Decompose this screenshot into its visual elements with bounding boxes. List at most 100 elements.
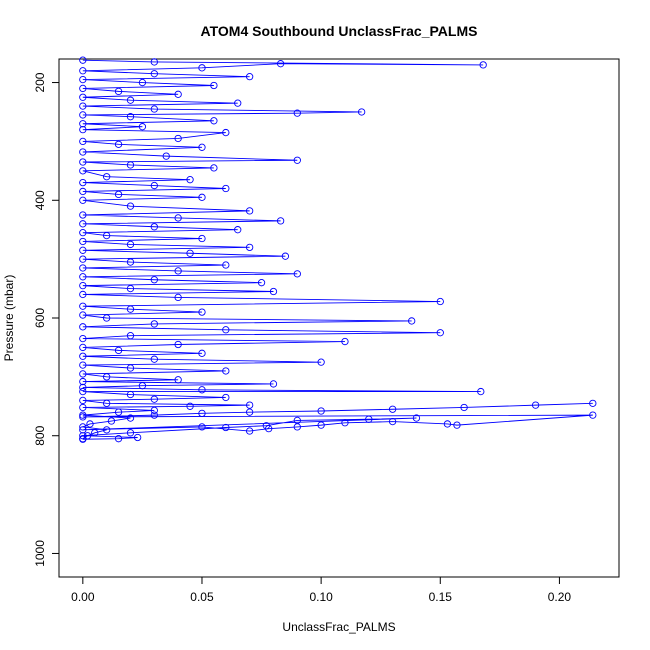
y-tick-label: 400 [33, 190, 47, 210]
data-point [222, 184, 230, 193]
data-point [222, 128, 230, 137]
data-point [388, 405, 397, 413]
data-point [79, 196, 87, 204]
data-point [245, 207, 254, 215]
data-point [198, 349, 206, 357]
data-point [257, 279, 266, 287]
data-point [174, 340, 182, 349]
data-point [245, 408, 254, 416]
data-point [79, 125, 87, 134]
data-point [222, 326, 230, 334]
data-point [174, 90, 182, 98]
data-point [245, 427, 254, 435]
data-point [79, 361, 87, 369]
data-point [262, 422, 270, 430]
data-point [126, 429, 135, 437]
data-point [210, 164, 218, 172]
data-point [443, 420, 452, 428]
x-tick-label: 0.05 [190, 590, 214, 604]
data-point [79, 302, 87, 310]
data-point [222, 393, 230, 402]
data-point [79, 370, 87, 378]
data-point [222, 367, 230, 375]
data-point [198, 386, 206, 394]
data-point [79, 281, 87, 290]
data-point [138, 123, 147, 131]
data-point [269, 287, 278, 296]
x-tick-label: 0.15 [429, 590, 453, 604]
data-point [198, 234, 206, 243]
data-point [477, 387, 485, 396]
series-0 [79, 56, 487, 443]
data-point [126, 332, 135, 340]
data-point [126, 96, 135, 104]
data-point [79, 432, 87, 440]
data-point [357, 108, 366, 116]
data-point [234, 99, 242, 107]
data-point [126, 240, 135, 249]
data-point [150, 411, 158, 419]
data-point [79, 273, 87, 281]
data-point [79, 178, 87, 187]
data-point [103, 231, 111, 240]
data-point [479, 61, 487, 69]
data-point [114, 346, 123, 355]
data-point [114, 408, 123, 416]
data-point [79, 120, 87, 128]
data-point [79, 111, 87, 119]
data-point [245, 401, 254, 409]
data-point [79, 426, 87, 434]
data-point [126, 113, 135, 121]
data-point [150, 320, 158, 328]
data-point [133, 433, 142, 442]
data-point [210, 117, 218, 125]
data-point [245, 73, 254, 81]
data-point [317, 421, 325, 429]
data-point [79, 423, 87, 431]
data-point [186, 249, 194, 257]
data-point [79, 435, 87, 443]
data-point [341, 337, 349, 346]
data-point [198, 409, 206, 418]
data-point [79, 387, 87, 396]
data-point [174, 134, 182, 143]
data-point [126, 414, 135, 422]
data-point [79, 334, 87, 343]
data-point [150, 70, 158, 78]
data-point [103, 314, 111, 322]
data-point [126, 305, 135, 313]
data-point [198, 423, 206, 431]
data-point [317, 358, 325, 366]
data-point [126, 364, 135, 372]
data-point [107, 417, 116, 425]
series-line [82, 402, 593, 440]
data-point [79, 137, 87, 146]
data-point [276, 60, 285, 68]
data-point [412, 414, 421, 422]
x-axis-label: UnclassFrac_PALMS [282, 620, 395, 634]
data-point [114, 435, 123, 443]
y-tick-label: 800 [33, 425, 47, 445]
data-point [79, 220, 87, 228]
data-point [531, 401, 540, 409]
data-point [79, 167, 87, 175]
data-point [150, 406, 158, 415]
data-layer [79, 56, 597, 443]
data-point [281, 252, 290, 260]
data-point [79, 352, 87, 360]
data-point [436, 329, 444, 337]
data-point [317, 407, 325, 415]
y-tick-label: 200 [33, 72, 47, 92]
data-point [150, 181, 158, 190]
data-point [293, 270, 301, 278]
data-point [234, 226, 242, 234]
data-point [222, 423, 230, 432]
data-point [126, 390, 135, 399]
data-point [79, 290, 87, 299]
data-point [198, 308, 206, 316]
data-point [174, 293, 182, 302]
data-point [210, 81, 218, 90]
data-point [79, 84, 87, 93]
